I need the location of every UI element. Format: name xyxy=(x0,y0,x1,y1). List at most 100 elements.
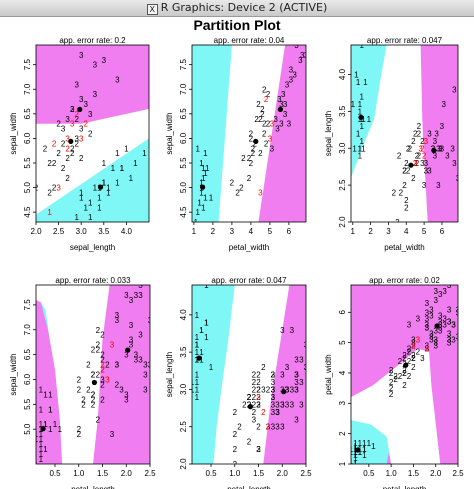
point-class-3: 3 xyxy=(425,314,430,323)
point-class-1: 1 xyxy=(359,137,364,146)
point-class-2: 2 xyxy=(402,369,407,378)
point-class-1: 1 xyxy=(358,152,363,161)
point-class-3: 3 xyxy=(420,354,425,363)
point-class-3: 3 xyxy=(298,56,303,65)
y-tick-label: 5.0 xyxy=(179,181,188,193)
point-class-3: 3 xyxy=(138,281,143,290)
point-class-3: 3 xyxy=(433,327,438,336)
point-class-3: 3 xyxy=(258,189,263,198)
point-class-1: 1 xyxy=(199,356,204,365)
point-class-3: 3 xyxy=(438,290,443,299)
point-class-1: 1 xyxy=(39,430,44,439)
x-tick-label: 1.5 xyxy=(253,469,265,478)
point-class-3: 3 xyxy=(294,371,299,380)
point-class-1: 1 xyxy=(349,448,354,457)
point-class-1: 1 xyxy=(48,405,53,414)
region-class-1-0 xyxy=(192,285,235,464)
point-class-2: 2 xyxy=(415,152,420,161)
point-class-3: 3 xyxy=(61,125,66,134)
class-centroid-1 xyxy=(200,184,206,190)
point-class-1: 1 xyxy=(194,218,199,227)
point-class-2: 2 xyxy=(233,445,238,454)
x-tick-label: 2.0 xyxy=(277,469,289,478)
point-class-2: 2 xyxy=(262,120,267,129)
point-class-3: 3 xyxy=(285,385,290,394)
point-class-1: 1 xyxy=(102,159,107,168)
plot-area: 1111111111111111111111112222222222222222… xyxy=(36,281,153,464)
x-tick-label: 2.5 xyxy=(144,469,156,478)
y-tick-label: 4.5 xyxy=(179,206,188,218)
y-tick-label: 5.5 xyxy=(179,157,188,169)
point-class-2: 2 xyxy=(70,144,75,153)
point-class-3: 3 xyxy=(252,415,257,424)
y-tick-label: 7.5 xyxy=(23,299,32,311)
plot-area: 1111111111111111111111111222222222222222… xyxy=(349,285,458,464)
point-class-2: 2 xyxy=(91,371,96,380)
point-class-1: 1 xyxy=(353,448,358,457)
point-class-3: 3 xyxy=(425,299,430,308)
y-tick-label: 2.5 xyxy=(338,179,347,191)
point-class-1: 1 xyxy=(209,193,214,202)
region-class-1-2 xyxy=(351,420,392,464)
point-class-1: 1 xyxy=(39,405,44,414)
point-class-3: 3 xyxy=(115,311,120,320)
point-class-2: 2 xyxy=(100,331,105,340)
point-class-2: 2 xyxy=(411,363,416,372)
point-class-3: 3 xyxy=(420,159,425,168)
point-class-2: 2 xyxy=(61,139,66,148)
point-class-2: 2 xyxy=(422,152,427,161)
x-tick-label: 1.5 xyxy=(408,469,420,478)
point-class-2: 2 xyxy=(247,174,252,183)
x-tick-label: 3 xyxy=(230,227,235,236)
point-class-2: 2 xyxy=(230,179,235,188)
point-class-3: 3 xyxy=(134,356,139,365)
point-class-1: 1 xyxy=(201,164,206,173)
point-class-3: 3 xyxy=(70,120,75,129)
point-class-3: 3 xyxy=(438,144,443,153)
point-class-1: 1 xyxy=(195,378,200,387)
y-tick-label: 7.5 xyxy=(23,59,32,71)
plot-frame xyxy=(350,284,459,465)
point-class-2: 2 xyxy=(65,144,70,153)
point-class-3: 3 xyxy=(411,342,416,351)
point-class-3: 3 xyxy=(442,314,447,323)
point-class-2: 2 xyxy=(249,130,254,139)
point-class-1: 1 xyxy=(352,144,357,153)
x-tick-label: 1 xyxy=(351,227,356,236)
point-class-1: 1 xyxy=(195,341,200,350)
point-class-3: 3 xyxy=(148,361,153,370)
point-class-2: 2 xyxy=(404,196,409,205)
y-tick-label: 2.5 xyxy=(179,421,188,433)
point-class-3: 3 xyxy=(294,415,299,424)
point-class-2: 2 xyxy=(233,460,238,469)
y-tick-label: 4.5 xyxy=(23,206,32,218)
point-class-3: 3 xyxy=(275,408,280,417)
point-class-3: 3 xyxy=(110,341,115,350)
panel-2: 1111111111111111222222222222222222222222… xyxy=(165,36,307,252)
point-class-3: 3 xyxy=(452,85,457,94)
y-axis-label: sepal_length xyxy=(165,352,174,397)
point-class-2: 2 xyxy=(392,189,397,198)
x-tick-label: 2 xyxy=(368,227,373,236)
point-class-2: 2 xyxy=(96,371,101,380)
point-class-3: 3 xyxy=(134,351,139,360)
point-class-3: 3 xyxy=(124,291,129,300)
point-class-1: 1 xyxy=(354,71,359,80)
point-class-1: 1 xyxy=(351,100,356,109)
point-class-1: 1 xyxy=(199,179,204,188)
x-tick-label: 1.0 xyxy=(386,469,398,478)
point-class-3: 3 xyxy=(451,336,456,345)
point-class-1: 1 xyxy=(195,385,200,394)
point-class-3: 3 xyxy=(280,400,285,409)
point-class-3: 3 xyxy=(129,296,134,305)
point-class-2: 2 xyxy=(252,371,257,380)
point-class-3: 3 xyxy=(110,430,115,439)
point-class-3: 3 xyxy=(427,166,432,175)
point-class-3: 3 xyxy=(271,408,276,417)
point-class-3: 3 xyxy=(271,371,276,380)
point-class-1: 1 xyxy=(358,439,363,448)
point-class-1: 1 xyxy=(190,378,195,387)
point-class-3: 3 xyxy=(79,51,84,60)
